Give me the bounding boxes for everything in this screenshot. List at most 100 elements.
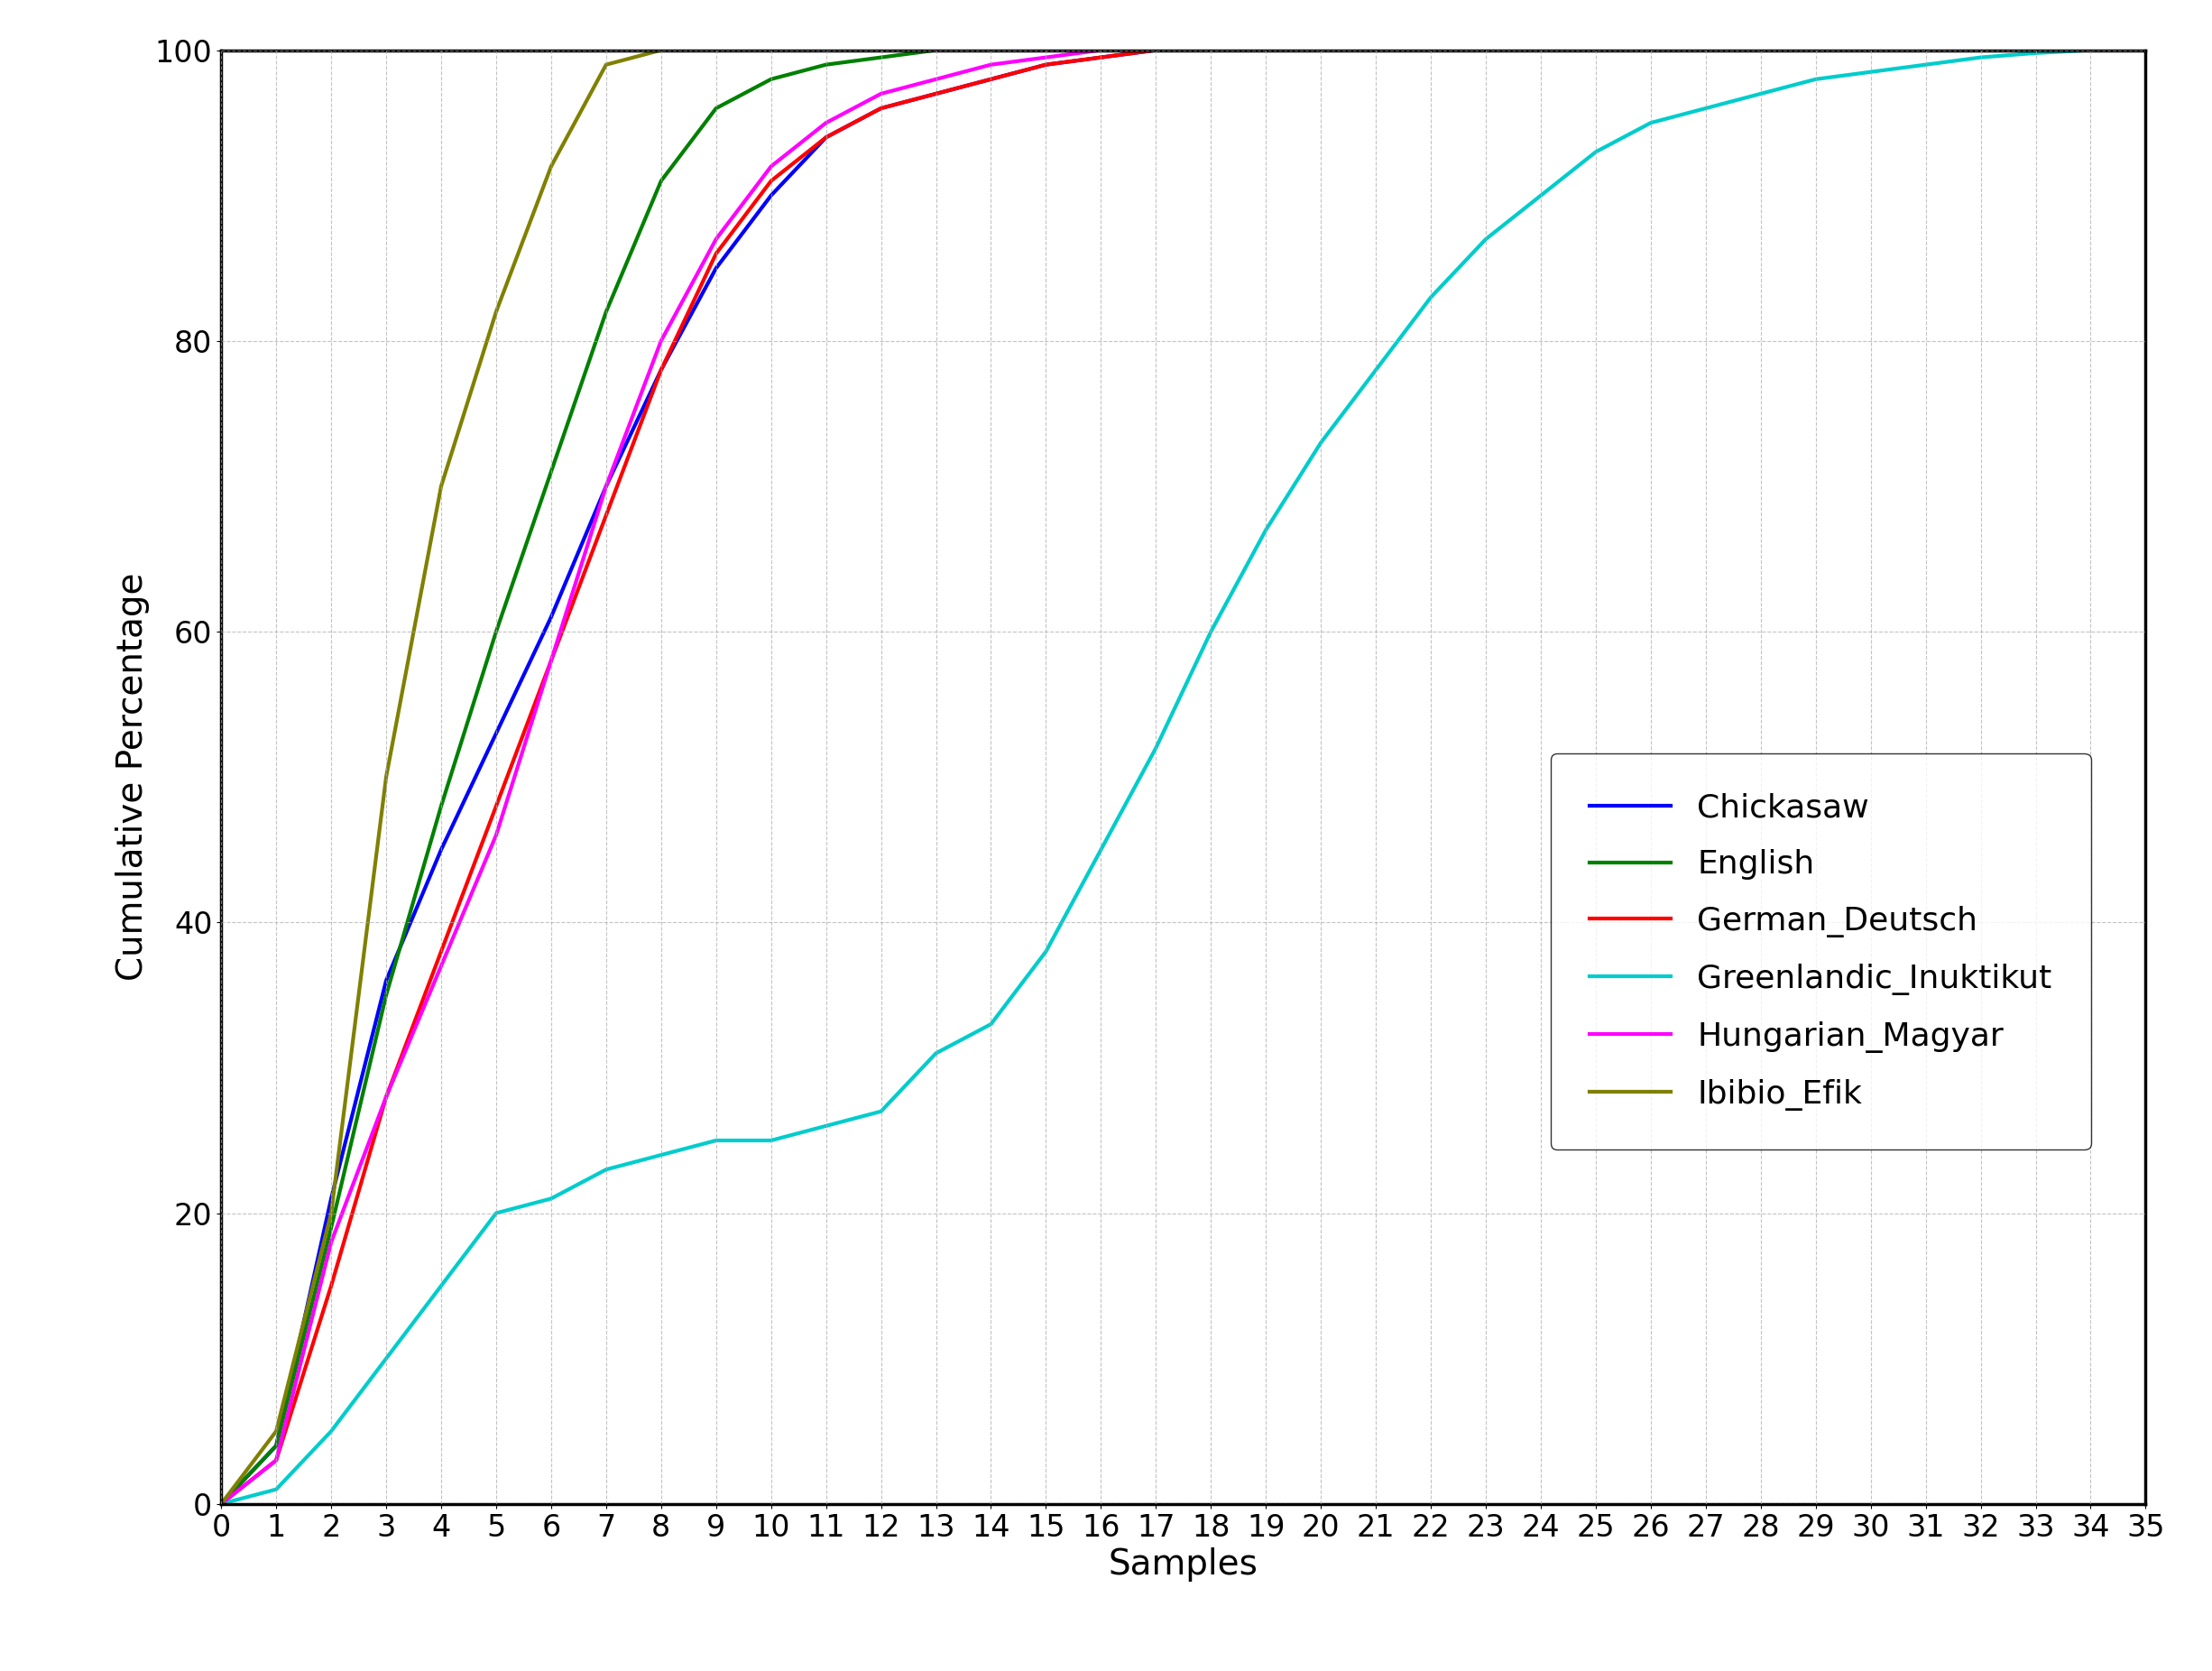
Ibibio_Efik — [703, 40, 730, 60]
Chickasaw — [1582, 40, 1608, 60]
English — [2132, 40, 2159, 60]
Greenlandic_Inuktikut — [593, 1160, 619, 1180]
Greenlandic_Inuktikut — [922, 1043, 949, 1063]
Ibibio_Efik — [319, 1203, 345, 1223]
Greenlandic_Inuktikut — [703, 1130, 730, 1150]
Chickasaw — [374, 971, 400, 991]
Chickasaw — [1363, 40, 1389, 60]
Ibibio_Efik — [482, 302, 509, 323]
German_Deutsch — [1637, 40, 1663, 60]
German_Deutsch — [1252, 40, 1279, 60]
Ibibio_Efik — [1473, 40, 1500, 60]
Line: English: English — [221, 50, 2146, 1504]
Greenlandic_Inuktikut — [1473, 229, 1500, 249]
Hungarian_Magyar — [1692, 40, 1719, 60]
Hungarian_Magyar — [1252, 40, 1279, 60]
Ibibio_Efik — [867, 40, 894, 60]
Chickasaw — [208, 1494, 234, 1514]
English — [593, 302, 619, 323]
Greenlandic_Inuktikut — [2022, 43, 2048, 63]
English — [2022, 40, 2048, 60]
Hungarian_Magyar — [1144, 40, 1170, 60]
Line: Greenlandic_Inuktikut: Greenlandic_Inuktikut — [221, 50, 2146, 1504]
Greenlandic_Inuktikut — [1582, 142, 1608, 162]
Hungarian_Magyar — [759, 157, 785, 177]
Ibibio_Efik — [2077, 40, 2104, 60]
Chickasaw — [1858, 40, 1885, 60]
English — [1692, 40, 1719, 60]
English — [1363, 40, 1389, 60]
German_Deutsch — [1418, 40, 1444, 60]
Hungarian_Magyar — [2077, 40, 2104, 60]
Hungarian_Magyar — [867, 84, 894, 104]
German_Deutsch — [2132, 40, 2159, 60]
Ibibio_Efik — [1528, 40, 1555, 60]
Chickasaw — [922, 84, 949, 104]
Chickasaw — [812, 127, 838, 147]
Ibibio_Efik — [1144, 40, 1170, 60]
Greenlandic_Inuktikut — [1528, 185, 1555, 206]
English — [1858, 40, 1885, 60]
Greenlandic_Inuktikut — [538, 1188, 564, 1208]
Greenlandic_Inuktikut — [1088, 839, 1115, 859]
Greenlandic_Inuktikut — [1692, 99, 1719, 119]
Hungarian_Magyar — [1473, 40, 1500, 60]
Hungarian_Magyar — [1913, 40, 1940, 60]
Chickasaw — [1966, 40, 1993, 60]
Greenlandic_Inuktikut — [263, 1479, 290, 1499]
Hungarian_Magyar — [648, 331, 675, 351]
Line: German_Deutsch: German_Deutsch — [221, 50, 2146, 1504]
Chickasaw — [1473, 40, 1500, 60]
German_Deutsch — [1858, 40, 1885, 60]
Ibibio_Efik — [978, 40, 1004, 60]
Line: Ibibio_Efik: Ibibio_Efik — [221, 50, 2146, 1504]
English — [1088, 40, 1115, 60]
Hungarian_Magyar — [812, 112, 838, 132]
Ibibio_Efik — [922, 40, 949, 60]
Greenlandic_Inuktikut — [648, 1145, 675, 1165]
Chickasaw — [319, 1188, 345, 1208]
German_Deutsch — [374, 1086, 400, 1106]
Hungarian_Magyar — [978, 55, 1004, 75]
German_Deutsch — [1473, 40, 1500, 60]
German_Deutsch — [1966, 40, 1993, 60]
Chickasaw — [1692, 40, 1719, 60]
English — [1637, 40, 1663, 60]
Hungarian_Magyar — [1747, 40, 1774, 60]
Greenlandic_Inuktikut — [812, 1116, 838, 1136]
Chickasaw — [1197, 40, 1223, 60]
Greenlandic_Inuktikut — [1966, 47, 1993, 67]
German_Deutsch — [208, 1494, 234, 1514]
English — [867, 47, 894, 67]
Greenlandic_Inuktikut — [1858, 62, 1885, 82]
Chickasaw — [703, 257, 730, 277]
English — [1528, 40, 1555, 60]
Ibibio_Efik — [2132, 40, 2159, 60]
German_Deutsch — [427, 941, 453, 961]
English — [1418, 40, 1444, 60]
Greenlandic_Inuktikut — [1033, 941, 1060, 961]
Greenlandic_Inuktikut — [1363, 359, 1389, 379]
Hungarian_Magyar — [2132, 40, 2159, 60]
English — [648, 170, 675, 190]
English — [319, 1218, 345, 1238]
Ibibio_Efik — [1858, 40, 1885, 60]
English — [1473, 40, 1500, 60]
Chickasaw — [427, 839, 453, 859]
German_Deutsch — [978, 69, 1004, 89]
English — [1966, 40, 1993, 60]
Hungarian_Magyar — [1033, 47, 1060, 67]
Ibibio_Efik — [1913, 40, 1940, 60]
German_Deutsch — [1197, 40, 1223, 60]
Ibibio_Efik — [1033, 40, 1060, 60]
English — [427, 795, 453, 815]
English — [703, 99, 730, 119]
Hungarian_Magyar — [1803, 40, 1829, 60]
German_Deutsch — [922, 84, 949, 104]
Hungarian_Magyar — [1637, 40, 1663, 60]
English — [1144, 40, 1170, 60]
Hungarian_Magyar — [1418, 40, 1444, 60]
Hungarian_Magyar — [482, 825, 509, 846]
Ibibio_Efik — [263, 1420, 290, 1440]
Hungarian_Magyar — [538, 650, 564, 670]
